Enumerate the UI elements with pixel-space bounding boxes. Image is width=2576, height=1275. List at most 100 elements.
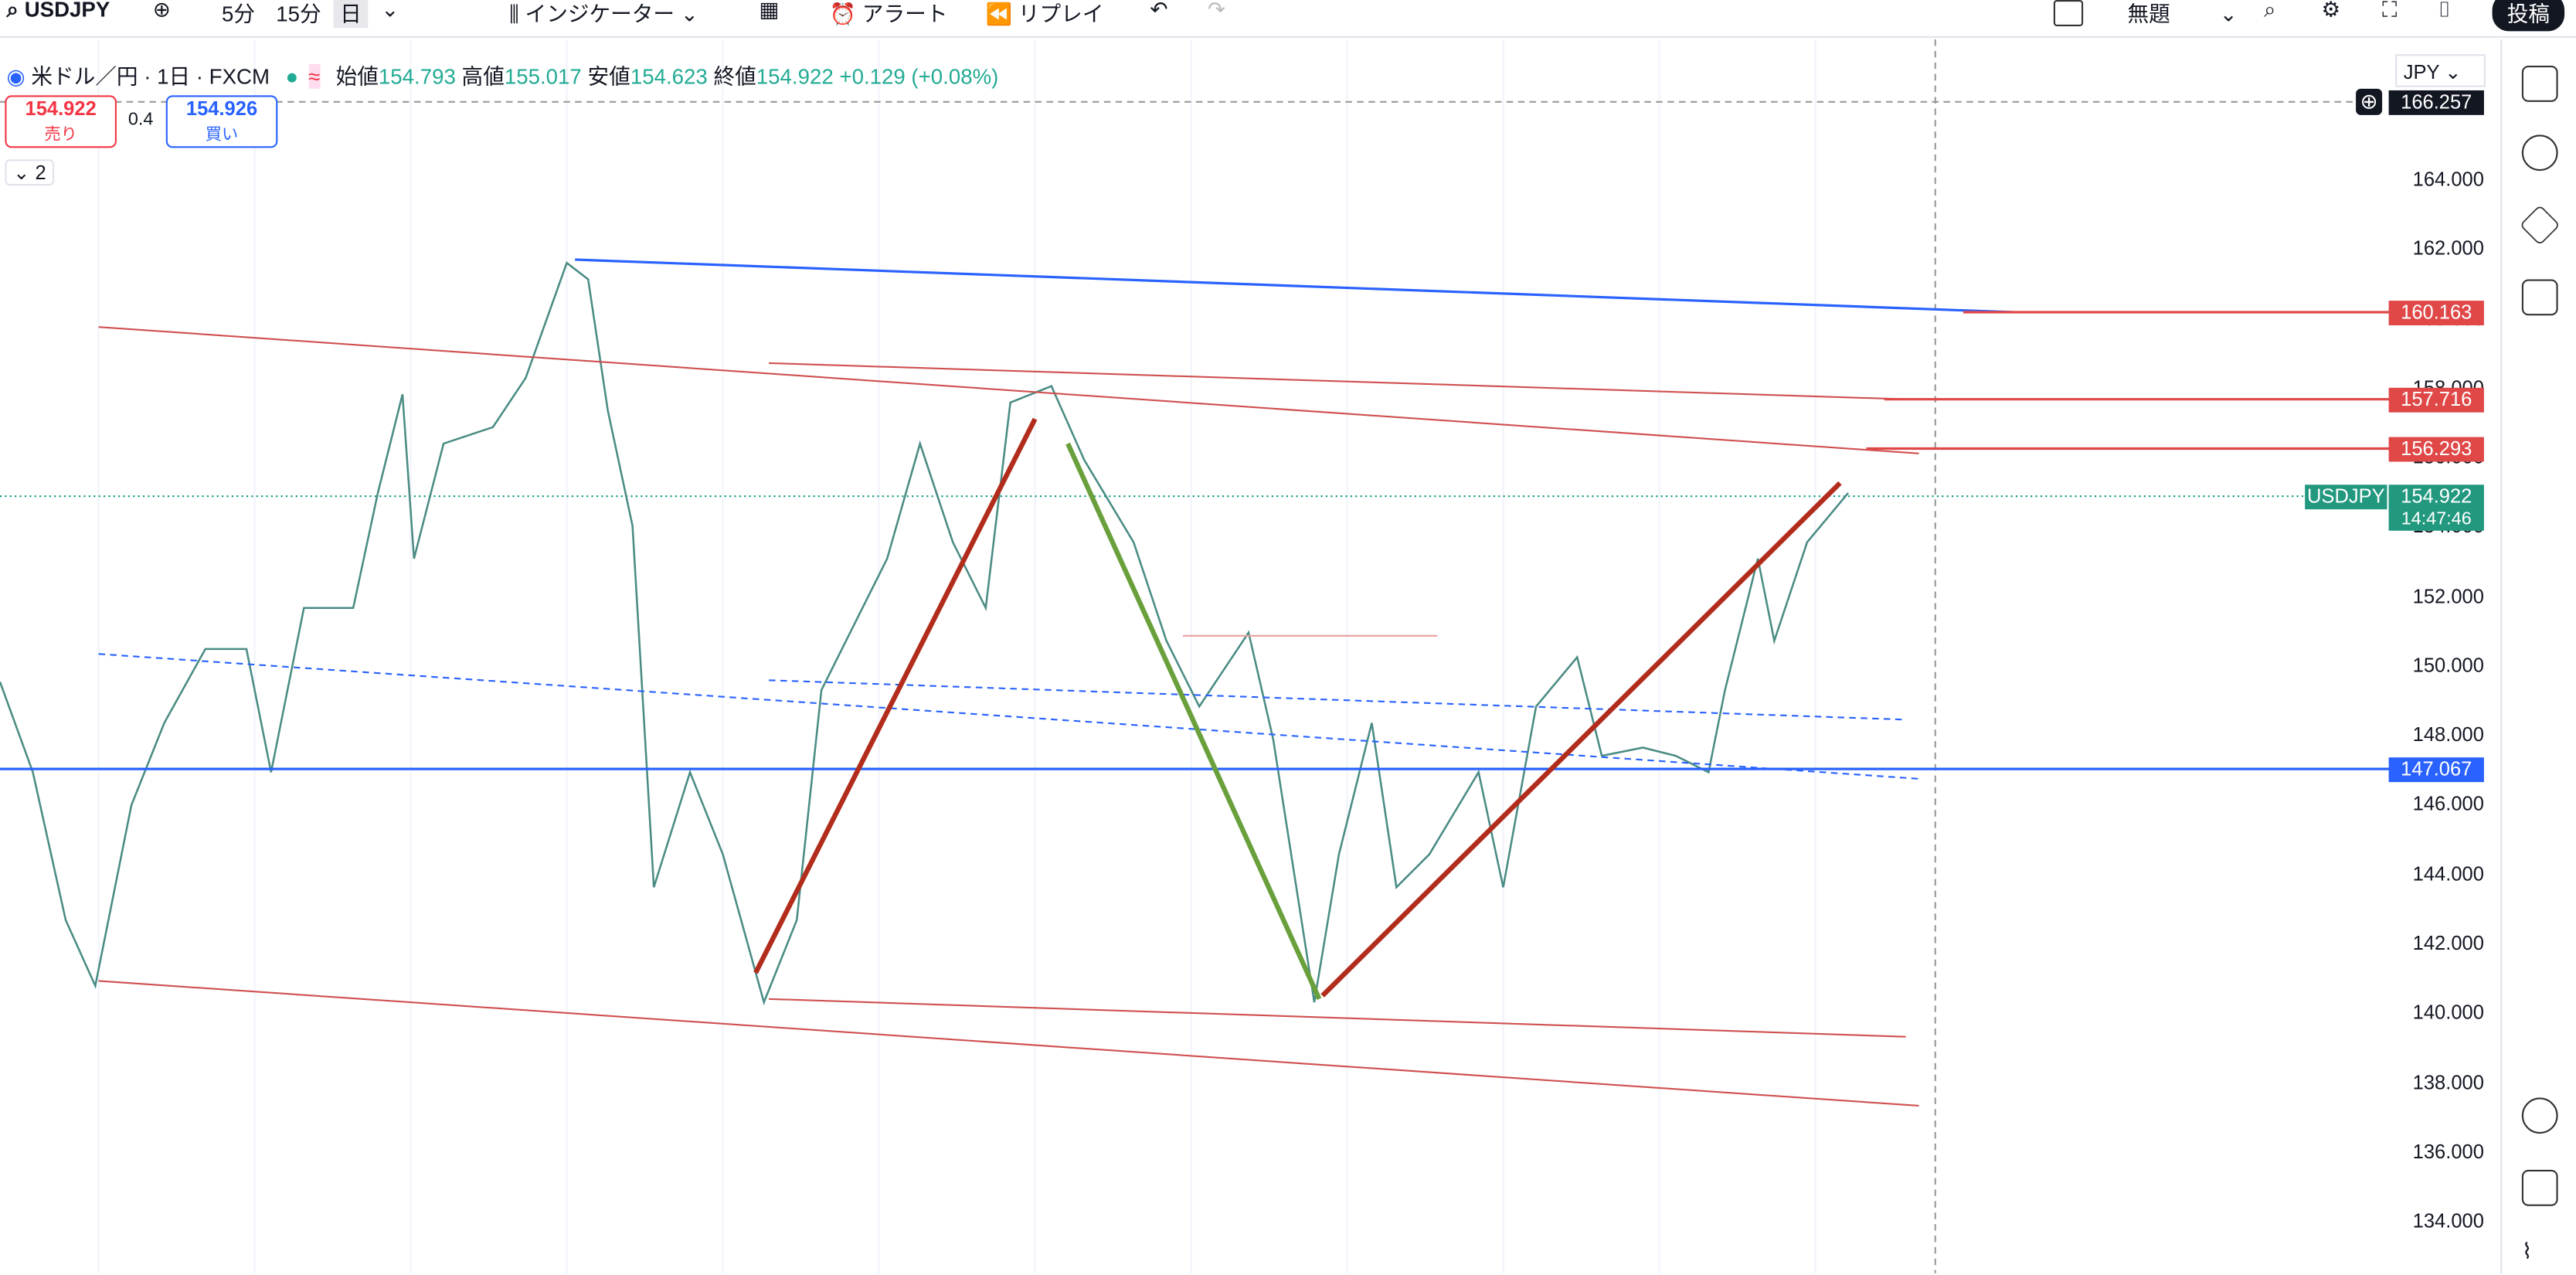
replay-icon: ⏪ [985,2,1018,27]
add-button[interactable]: ⊕ [2356,88,2383,115]
price-axis-label: 136.000 [2412,1140,2484,1163]
price-axis-label: 142.000 [2412,931,2484,955]
interval[interactable]: 5分 [222,2,256,27]
trend-line[interactable] [98,326,1919,454]
indicators-label: インジケーター [525,2,675,27]
low-value: 154.623 [630,63,708,89]
price-tag: 156.293 [2388,437,2484,462]
layout-icon[interactable]: ▦ [759,0,780,22]
sidebar-divider [2500,39,2503,1273]
chat-icon[interactable] [2521,279,2558,316]
layout-name-text: 無題 [2127,2,2170,27]
publish-button[interactable]: 投稿 [2492,0,2565,32]
open-value: 154.793 [378,63,456,89]
fullscreen-icon[interactable]: ⛶ [2382,0,2398,22]
calendar-icon[interactable] [2521,1169,2558,1206]
interval[interactable]: 日 [333,0,369,29]
trend-line[interactable] [98,980,1919,1107]
indicator-toggle[interactable]: ⌄ 2 [5,159,55,186]
undo[interactable]: ↶ [1150,0,1168,22]
trend-line[interactable] [98,653,1919,780]
buy-button[interactable]: 154.926 買い [165,95,278,148]
settings-icon[interactable]: ⚙ [2321,0,2341,22]
alerts-icon[interactable] [2521,134,2558,172]
alert-icon: ⏰ [829,2,862,27]
add-symbol[interactable]: ⊕ [152,0,171,22]
price-axis-label: 140.000 [2412,1001,2484,1025]
trend-line[interactable] [575,258,2013,314]
alert-button[interactable]: ⏰ アラート [830,0,948,28]
currency: JPY [2403,60,2440,84]
drawings [0,258,2391,1107]
indicators-button[interactable]: ⫼ インジケーター ⌄ [509,2,698,27]
broadcast-icon[interactable]: ⌇ [2521,1239,2533,1264]
watchlist-icon[interactable] [2521,66,2558,102]
layout-menu: ⌄ [2219,2,2238,27]
price-series [0,261,1850,1006]
indicator-count: 2 [35,161,46,185]
symbol-button[interactable]: ⌕ USDJPY [7,0,110,23]
trend-line[interactable] [769,679,1906,721]
replay-button[interactable]: ⏪ リプレイ [986,0,1104,28]
buy-label: 買い [205,126,239,145]
layout-toggle[interactable] [2053,0,2084,27]
trend-line[interactable] [753,417,1038,974]
last-price: 154.922 [2401,484,2472,508]
open-label: 始値 [335,63,379,89]
toolbar [0,0,2576,38]
sell-label: 売り [44,126,77,145]
trend-line[interactable] [1065,442,1322,1001]
redo[interactable]: ↷ [1207,0,1226,22]
high-label: 高値 [461,63,505,89]
legend: ◉ 米ドル／円 · 1日 · FXCM ● ≈ 始値154.793 高値155.0… [6,60,999,90]
chart-canvas [0,39,2391,1273]
speed-icon[interactable] [2521,1097,2558,1134]
status-dot: ● [285,63,299,89]
last-price-tag: 154.922 14:47:46 [2388,484,2484,531]
layers-icon[interactable] [2519,204,2561,246]
price-axis-label: 152.000 [2412,584,2484,607]
currency-select[interactable]: JPY ⌄ [2395,54,2486,87]
low-label: 安値 [587,63,630,89]
price-axis-label: 138.000 [2412,1070,2484,1094]
symbol: USDJPY [24,0,110,22]
symbol-tag: USDJPY [2305,484,2387,510]
price-axis-label: 146.000 [2412,792,2484,816]
trend-line[interactable] [1320,481,1842,998]
trend-line[interactable] [769,998,1906,1038]
search-icon[interactable]: ⌕ [2264,0,2276,22]
price-tag: 147.067 [2388,757,2484,783]
change-value: +0.129 (+0.08%) [839,63,999,89]
countdown: 14:47:46 [2401,509,2472,529]
flag-icon: ◉ [6,63,32,89]
grid [97,39,1816,1273]
camera-icon[interactable]: ⌷ [2438,0,2452,22]
search-icon: ⌕ [6,0,25,22]
close-label: 終値 [713,63,756,89]
price-axis-label: 150.000 [2412,653,2484,677]
price-axis-label: 164.000 [2412,167,2484,191]
price-axis-label: 162.000 [2412,236,2484,260]
buy-price: 154.926 [185,97,258,121]
indicators-icon: ⫼ [509,2,525,27]
trend-line[interactable] [769,362,1906,400]
interval[interactable]: 15分 [276,2,321,27]
sell-price: 154.922 [25,97,97,121]
replay-label: リプレイ [1018,2,1104,27]
interval-menu[interactable]: ⌄ [381,0,399,22]
legend-title[interactable]: 米ドル／円 · 1日 · FXCM [31,63,270,89]
sell-button[interactable]: 154.922 売り [5,95,117,148]
price-tag: 160.163 [2388,301,2484,326]
spread: 0.4 [127,110,154,130]
crosshair-price: 166.257 [2388,90,2484,115]
price-axis-label: 134.000 [2412,1209,2484,1232]
high-value: 155.017 [504,63,582,89]
price-axis-label: 148.000 [2412,722,2484,746]
price-axis-label: 144.000 [2412,862,2484,886]
status-icon: ≈ [308,63,321,89]
close-value: 154.922 [756,63,834,89]
alert-label: アラート [861,2,948,27]
layout-name[interactable]: 無題 ⌄ [2128,0,2238,28]
price-tag: 157.716 [2388,387,2484,413]
